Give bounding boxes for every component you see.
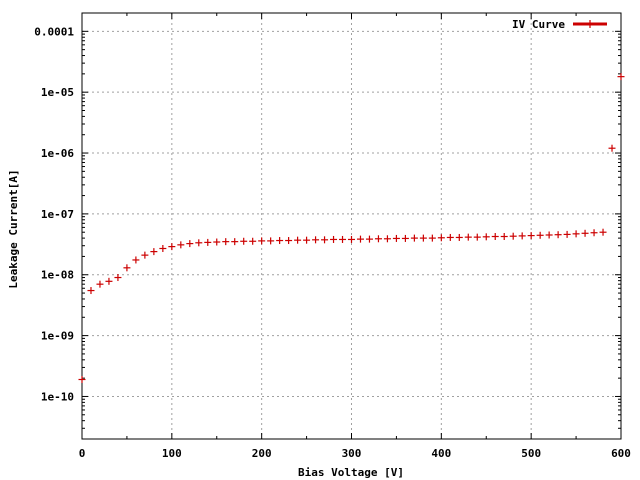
data-point (240, 237, 248, 245)
y-tick-label: 1e-09 (41, 330, 74, 343)
data-point (509, 232, 517, 240)
data-point (374, 235, 382, 243)
x-axis-label: Bias Voltage [V] (298, 466, 404, 479)
data-point (410, 234, 418, 242)
data-point (159, 244, 167, 252)
x-tick-label: 200 (252, 447, 272, 460)
x-tick-label: 600 (611, 447, 631, 460)
data-point (491, 233, 499, 241)
data-point (590, 229, 598, 237)
data-point (249, 237, 257, 245)
data-point (437, 234, 445, 242)
x-tick-label: 500 (521, 447, 541, 460)
data-point (536, 231, 544, 239)
plot-frame (81, 12, 622, 440)
data-point (96, 280, 104, 288)
y-tick-label: 1e-07 (41, 208, 74, 221)
data-point (114, 274, 122, 282)
y-axis-label: Leakage Current[A] (7, 169, 20, 288)
data-point (330, 235, 338, 243)
legend-label: IV Curve (512, 18, 565, 31)
data-point (419, 234, 427, 242)
data-point (141, 251, 149, 259)
data-point (258, 237, 266, 245)
data-point (500, 233, 508, 241)
y-tick-label: 0.0001 (34, 25, 74, 38)
data-point (545, 231, 553, 239)
data-point (617, 73, 625, 81)
data-point (123, 264, 131, 272)
data-point (312, 236, 320, 244)
data-point (608, 144, 616, 152)
x-tick-label: 300 (342, 447, 362, 460)
data-point (563, 230, 571, 238)
data-point (464, 233, 472, 241)
data-point (213, 238, 221, 246)
data-point (473, 233, 481, 241)
data-point (392, 234, 400, 242)
data-point (365, 235, 373, 243)
data-point (78, 375, 86, 383)
data-point (195, 239, 203, 247)
axis-ticks (81, 13, 622, 439)
y-tick-label: 1e-08 (41, 269, 74, 282)
x-tick-label: 0 (79, 447, 86, 460)
data-point (401, 234, 409, 242)
data-point (105, 277, 113, 285)
y-tick-label: 1e-10 (41, 390, 74, 403)
data-point (518, 232, 526, 240)
data-point (446, 233, 454, 241)
data-point (87, 287, 95, 295)
data-point (482, 233, 490, 241)
data-point (455, 233, 463, 241)
data-point (581, 229, 589, 237)
data-point (168, 243, 176, 251)
data-point (177, 241, 185, 249)
grid (82, 13, 621, 439)
data-point (572, 230, 580, 238)
data-point (356, 235, 364, 243)
x-tick-labels: 0 100 200 300 400 500 600 (79, 447, 631, 460)
data-point (285, 237, 293, 245)
y-tick-labels: 1e-10 1e-09 1e-08 1e-07 1e-06 1e-05 0.0001 (34, 25, 74, 403)
data-point (428, 234, 436, 242)
data-point (294, 236, 302, 244)
data-point (527, 232, 535, 240)
legend: IV Curve (512, 18, 607, 31)
data-point (276, 237, 284, 245)
data-point (303, 236, 311, 244)
data-point (599, 228, 607, 236)
data-point (222, 238, 230, 246)
data-point (339, 235, 347, 243)
y-tick-label: 1e-05 (41, 86, 74, 99)
data-point (348, 235, 355, 243)
x-tick-label: 100 (162, 447, 182, 460)
data-point (186, 240, 194, 248)
data-point (554, 231, 562, 239)
data-point (383, 235, 391, 243)
y-tick-label: 1e-06 (41, 147, 74, 160)
series-iv-curve (78, 73, 625, 383)
data-point (132, 256, 140, 264)
data-point (321, 236, 329, 244)
data-point (267, 237, 275, 245)
data-point (150, 248, 158, 256)
legend-line-sample (573, 20, 607, 28)
x-tick-label: 400 (431, 447, 451, 460)
data-point (204, 238, 212, 246)
data-point (231, 238, 239, 246)
